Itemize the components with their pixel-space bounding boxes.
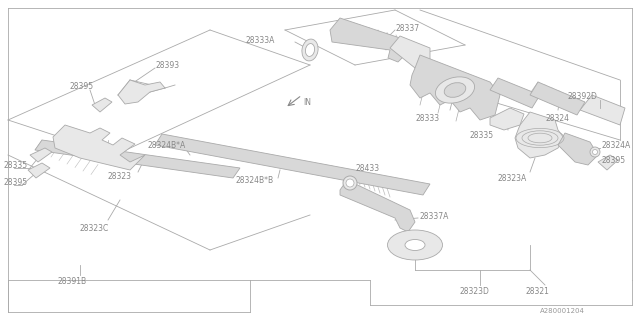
Text: 28323A: 28323A	[498, 173, 527, 182]
Circle shape	[590, 147, 600, 157]
Text: 28324: 28324	[545, 114, 569, 123]
Ellipse shape	[305, 44, 315, 56]
Polygon shape	[155, 134, 430, 195]
Text: IN: IN	[303, 98, 311, 107]
Text: 28324B*B: 28324B*B	[235, 175, 273, 185]
Text: 28333: 28333	[415, 114, 439, 123]
Polygon shape	[490, 108, 524, 130]
Polygon shape	[580, 95, 625, 125]
Text: 28323C: 28323C	[80, 223, 109, 233]
Ellipse shape	[302, 39, 318, 61]
Text: 28323: 28323	[108, 172, 132, 180]
Text: 28337: 28337	[396, 23, 420, 33]
Text: 28323D: 28323D	[460, 287, 490, 297]
Text: 28337A: 28337A	[420, 212, 449, 220]
Polygon shape	[92, 98, 112, 112]
Polygon shape	[390, 36, 430, 80]
Text: 28393: 28393	[156, 60, 180, 69]
Text: 28333A: 28333A	[245, 36, 275, 44]
Text: 28395: 28395	[3, 178, 27, 187]
Polygon shape	[30, 148, 52, 162]
Polygon shape	[490, 78, 540, 108]
Ellipse shape	[387, 230, 442, 260]
Polygon shape	[35, 140, 240, 178]
Text: 28395: 28395	[601, 156, 625, 164]
Polygon shape	[53, 125, 145, 170]
Polygon shape	[410, 55, 500, 120]
Circle shape	[346, 179, 354, 187]
Text: 28324A: 28324A	[601, 140, 630, 149]
Text: 28335: 28335	[3, 161, 27, 170]
Text: 28392D: 28392D	[567, 92, 597, 100]
Ellipse shape	[405, 239, 425, 251]
Polygon shape	[28, 163, 50, 178]
Text: 28324B*A: 28324B*A	[148, 140, 186, 149]
Text: 28321: 28321	[525, 287, 549, 297]
Polygon shape	[558, 133, 598, 165]
Polygon shape	[340, 180, 415, 232]
Ellipse shape	[444, 83, 466, 97]
Text: 28395: 28395	[70, 82, 94, 91]
Polygon shape	[118, 80, 165, 104]
Text: 28335: 28335	[470, 131, 494, 140]
Polygon shape	[598, 155, 618, 170]
Polygon shape	[330, 18, 410, 62]
Text: 28391B: 28391B	[58, 277, 87, 286]
Text: A280001204: A280001204	[540, 308, 585, 314]
Polygon shape	[515, 112, 564, 158]
Polygon shape	[530, 82, 585, 115]
Circle shape	[593, 149, 598, 155]
Text: 28433: 28433	[355, 164, 379, 172]
Circle shape	[343, 176, 357, 190]
Ellipse shape	[435, 77, 475, 103]
